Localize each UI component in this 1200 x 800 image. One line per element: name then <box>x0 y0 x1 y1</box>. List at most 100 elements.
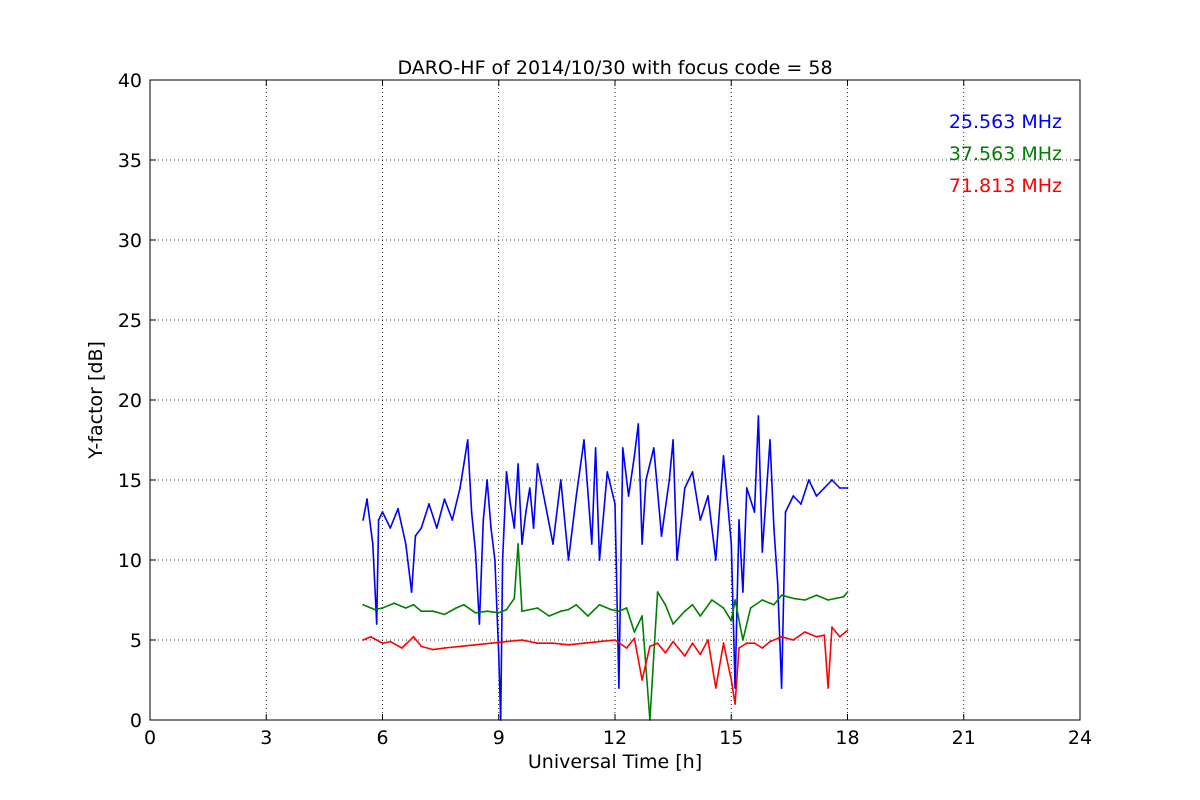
data-point <box>714 687 717 689</box>
data-point <box>606 471 609 473</box>
data-point <box>745 642 748 645</box>
data-point <box>362 639 365 641</box>
data-point <box>792 597 795 600</box>
data-point <box>552 642 554 645</box>
data-point <box>583 642 585 645</box>
data-point <box>517 463 520 465</box>
data-point <box>598 640 601 643</box>
data-point <box>648 645 651 648</box>
series-line <box>362 415 848 721</box>
data-point <box>375 623 378 625</box>
data-point <box>486 479 489 481</box>
data-point <box>784 511 787 513</box>
y-tick-label: 30 <box>118 230 142 252</box>
data-point <box>734 703 737 705</box>
x-tick-label: 0 <box>144 727 156 749</box>
data-point <box>410 591 413 593</box>
data-point <box>536 463 539 465</box>
data-point <box>524 511 527 513</box>
x-tick-label: 21 <box>952 727 976 749</box>
data-point <box>559 479 562 481</box>
data-point <box>838 487 841 489</box>
data-point <box>741 639 744 641</box>
data-point <box>815 495 818 497</box>
data-point <box>474 611 477 614</box>
data-point <box>772 527 775 529</box>
data-point <box>482 519 485 521</box>
data-point <box>815 594 818 597</box>
data-point <box>431 648 434 651</box>
data-point <box>664 603 667 606</box>
data-point <box>699 653 702 656</box>
data-point <box>459 487 461 489</box>
data-point <box>617 687 620 689</box>
data-point <box>761 599 764 601</box>
y-tick-label: 10 <box>118 550 142 572</box>
data-point <box>373 608 376 611</box>
data-point <box>672 439 675 441</box>
data-point <box>772 603 775 606</box>
x-tick-label: 24 <box>1068 727 1092 749</box>
data-point <box>462 463 465 465</box>
data-point <box>505 608 508 611</box>
data-point <box>699 519 702 521</box>
data-point <box>699 615 702 617</box>
data-point <box>707 495 709 497</box>
data-point <box>521 639 523 641</box>
data-point <box>598 603 601 606</box>
y-tick-label: 25 <box>118 310 142 332</box>
data-point <box>722 607 725 609</box>
data-point <box>497 655 500 657</box>
data-point <box>757 415 760 417</box>
data-point <box>517 543 520 545</box>
data-point <box>459 645 461 648</box>
data-point <box>404 543 407 545</box>
data-point <box>521 610 523 613</box>
data-point <box>490 642 492 645</box>
data-point <box>633 637 636 640</box>
data-point <box>633 455 636 457</box>
data-point <box>769 602 771 605</box>
data-point <box>641 543 644 545</box>
data-point <box>470 511 473 513</box>
data-point <box>745 487 748 489</box>
x-tick-label: 12 <box>603 727 627 749</box>
data-point <box>575 495 578 497</box>
data-point <box>637 423 640 425</box>
data-point <box>586 615 589 617</box>
data-point <box>412 603 415 606</box>
data-point <box>428 503 430 505</box>
data-point <box>513 527 516 529</box>
data-point <box>831 479 833 481</box>
data-point <box>590 543 593 545</box>
x-tick-label: 15 <box>719 727 743 749</box>
data-point <box>625 607 628 609</box>
data-point <box>366 498 368 501</box>
data-point <box>567 559 570 561</box>
data-point <box>614 503 616 505</box>
data-point <box>691 603 694 606</box>
data-point <box>660 535 663 537</box>
data-point <box>823 634 826 637</box>
data-point <box>614 639 616 641</box>
data-point <box>521 543 523 545</box>
data-point <box>381 511 384 513</box>
data-point <box>769 640 771 643</box>
data-point <box>803 631 806 633</box>
series-layer <box>362 415 849 721</box>
y-tick-label: 5 <box>130 630 142 652</box>
data-point <box>431 610 434 613</box>
data-point <box>559 610 562 613</box>
data-point <box>846 487 849 489</box>
data-point <box>722 642 725 645</box>
data-point <box>544 503 547 505</box>
data-point <box>776 583 779 585</box>
data-point <box>443 647 446 649</box>
data-point <box>627 495 630 497</box>
data-point <box>575 603 578 606</box>
data-point <box>567 608 570 611</box>
data-point <box>567 643 570 646</box>
data-point <box>753 642 756 645</box>
